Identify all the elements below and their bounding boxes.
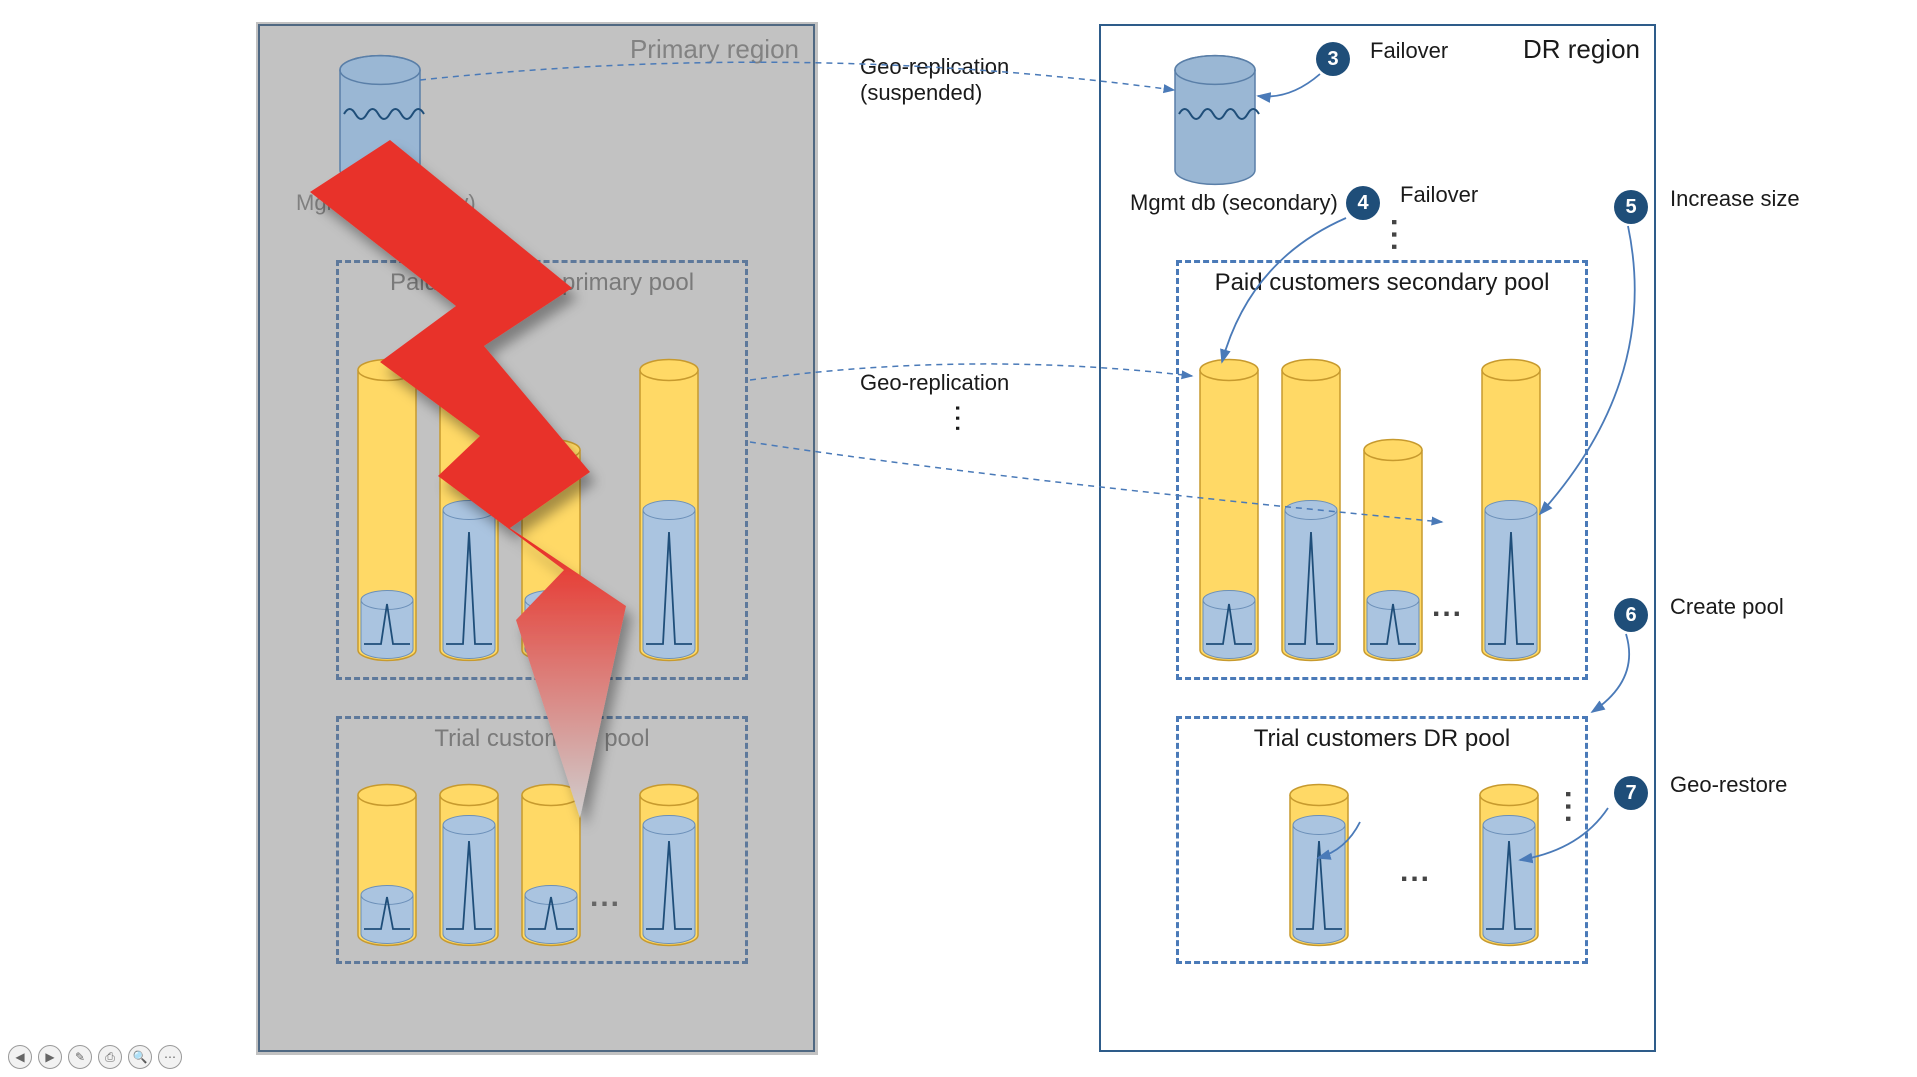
geo-replication-label: Geo-replication	[860, 370, 1009, 396]
step-7-circle: 7	[1614, 776, 1648, 810]
step-6-label: Create pool	[1670, 594, 1784, 620]
prev-button[interactable]: ◀	[8, 1045, 32, 1069]
ellipsis: ...	[1384, 218, 1418, 255]
primary-region-dim-overlay	[256, 22, 818, 1055]
pen-button[interactable]: ✎	[68, 1045, 92, 1069]
more-button[interactable]: ⋯	[158, 1045, 182, 1069]
step-3-label: Failover	[1370, 38, 1448, 64]
step-3-circle: 3	[1316, 42, 1350, 76]
step-6-circle: 6	[1614, 598, 1648, 632]
dr-trial-pool: Trial customers DR pool	[1176, 716, 1588, 964]
ellipsis: ...	[590, 880, 621, 914]
geo-replication-ellipsis: ...	[950, 405, 976, 435]
zoom-button[interactable]: 🔍	[128, 1045, 152, 1069]
dr-paid-pool-title: Paid customers secondary pool	[1179, 269, 1585, 297]
secondary-mgmt-db-label: Mgmt db (secondary)	[1130, 190, 1338, 216]
geo-replication-suspended-label: Geo-replication (suspended)	[860, 54, 1009, 106]
dr-paid-pool: Paid customers secondary pool	[1176, 260, 1588, 680]
step-4-label: Failover	[1400, 182, 1478, 208]
ellipsis: ...	[590, 590, 621, 624]
slides-button[interactable]: ⎙	[98, 1045, 122, 1069]
step-5-circle: 5	[1614, 190, 1648, 224]
step-7-label: Geo-restore	[1670, 772, 1787, 798]
presentation-toolbar: ◀ ▶ ✎ ⎙ 🔍 ⋯	[8, 1045, 182, 1069]
dr-trial-pool-title: Trial customers DR pool	[1179, 725, 1585, 753]
step-5-label: Increase size	[1670, 186, 1800, 212]
ellipsis: ...	[1432, 590, 1463, 624]
step-4-circle: 4	[1346, 186, 1380, 220]
ellipsis: ...	[1400, 855, 1431, 889]
ellipsis: ...	[1558, 790, 1592, 827]
next-button[interactable]: ▶	[38, 1045, 62, 1069]
dr-region-title: DR region	[1523, 34, 1640, 65]
